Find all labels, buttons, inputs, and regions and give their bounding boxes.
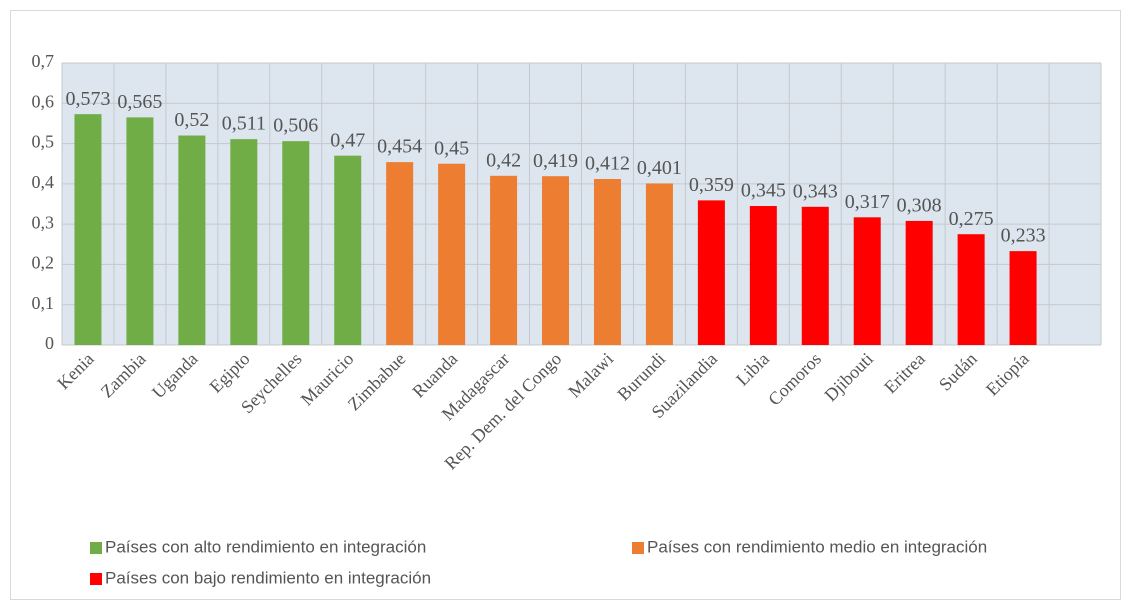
y-tick-label: 0,4 (32, 172, 55, 192)
y-tick-label: 0,3 (32, 212, 55, 232)
value-label: 0,317 (845, 191, 890, 213)
y-tick-label: 0,2 (32, 253, 55, 273)
value-label: 0,45 (434, 137, 469, 159)
bar (853, 217, 881, 345)
bar (178, 135, 206, 345)
value-label: 0,511 (222, 113, 266, 135)
bar (334, 155, 362, 345)
value-label: 0,565 (117, 91, 162, 113)
legend-label: Países con rendimiento medio en integrac… (647, 537, 987, 556)
value-label: 0,506 (273, 115, 318, 137)
value-label: 0,401 (637, 157, 682, 179)
value-label: 0,412 (585, 153, 630, 175)
value-label: 0,573 (65, 88, 110, 110)
bar (697, 200, 725, 345)
y-tick-label: 0,6 (32, 91, 55, 111)
value-label: 0,454 (377, 136, 422, 158)
y-tick-label: 0,5 (32, 132, 55, 152)
value-label: 0,233 (1001, 225, 1046, 247)
legend-swatch (90, 573, 102, 585)
bar (957, 234, 985, 345)
bar (645, 183, 673, 345)
value-label: 0,419 (533, 150, 578, 172)
value-label: 0,47 (330, 129, 365, 151)
bar (230, 139, 258, 345)
legend-swatch (632, 542, 644, 554)
value-label: 0,359 (689, 174, 734, 196)
legend-swatch (90, 542, 102, 554)
bar (1009, 251, 1037, 345)
legend-label: Países con bajo rendimiento en integraci… (105, 568, 431, 587)
legend-label: Países con alto rendimiento en integraci… (105, 537, 426, 556)
y-tick-label: 0 (45, 333, 54, 353)
y-tick-label: 0,1 (32, 293, 55, 313)
value-label: 0,308 (897, 195, 942, 217)
bar (905, 220, 933, 345)
value-label: 0,343 (793, 180, 838, 202)
bar (386, 162, 414, 345)
bar (438, 163, 466, 345)
bar (542, 176, 570, 345)
y-tick-label: 0,7 (32, 51, 55, 71)
value-label: 0,42 (486, 149, 521, 171)
bar (74, 114, 102, 345)
value-label: 0,52 (174, 109, 209, 131)
bar (801, 206, 829, 345)
bar (126, 117, 154, 345)
bar (282, 141, 310, 345)
value-label: 0,275 (949, 208, 994, 230)
value-label: 0,345 (741, 180, 786, 202)
bar (749, 206, 777, 345)
bar (593, 179, 621, 345)
bar (490, 175, 518, 345)
